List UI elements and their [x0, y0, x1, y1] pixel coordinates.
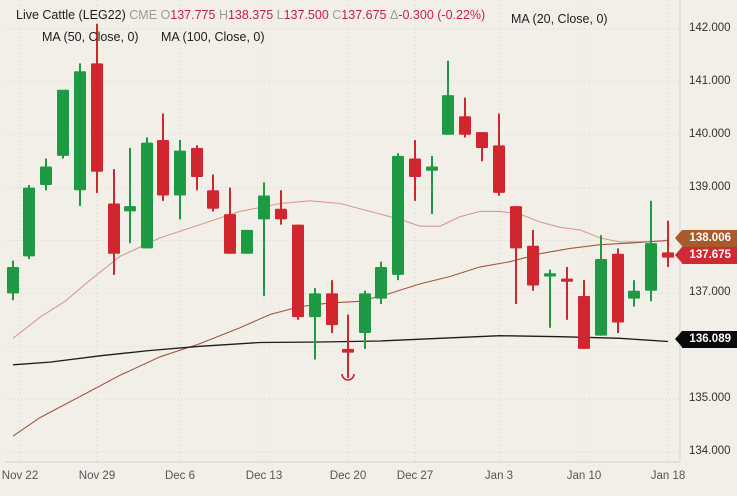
candle-down — [527, 245, 539, 286]
low-marker-icon — [341, 373, 355, 381]
x-tick-dec27: Dec 27 — [396, 470, 434, 482]
candle-down — [476, 132, 488, 148]
x-tick-jan18: Jan 18 — [650, 470, 686, 482]
y-tick-135: 135.000 — [689, 392, 731, 404]
x-tick-dec20: Dec 20 — [329, 470, 367, 482]
candle-down — [275, 208, 287, 220]
ma20-price-tag: 138.006 — [675, 230, 737, 247]
y-tick-141: 141.000 — [689, 75, 731, 87]
candle-up — [23, 187, 35, 257]
candle-down — [326, 293, 338, 326]
candle-up — [645, 243, 657, 291]
candle-up — [258, 195, 270, 220]
candle-down — [108, 203, 120, 254]
candle-up — [628, 290, 640, 299]
x-tick-nov22: Nov 22 — [1, 470, 39, 482]
candle-down — [342, 348, 354, 353]
x-tick-jan10: Jan 10 — [566, 470, 602, 482]
symbol-name: Live Cattle (LEG22) — [16, 8, 126, 22]
candle-up — [544, 273, 556, 277]
candle-up — [124, 206, 136, 212]
low-value: 137.500 — [283, 8, 329, 22]
open-value: 137.775 — [170, 8, 216, 22]
candle-down — [662, 252, 674, 258]
candle-up — [74, 71, 86, 191]
candle-up — [442, 95, 454, 135]
candle-down — [493, 145, 505, 193]
candle-up — [40, 166, 52, 185]
y-tick-139: 139.000 — [689, 181, 731, 193]
close-label: C — [332, 8, 342, 22]
candle-down — [224, 214, 236, 254]
x-tick-dec6: Dec 6 — [164, 470, 196, 482]
y-tick-142: 142.000 — [689, 22, 731, 34]
candle-up — [375, 266, 387, 299]
ma50-indicator-label[interactable]: MA (50, Close, 0) — [42, 30, 139, 44]
candle-up — [57, 89, 69, 156]
ma100-line — [12, 335, 669, 366]
exchange-label: CME — [129, 8, 158, 22]
candle-down — [157, 140, 169, 196]
candle-down — [561, 278, 573, 282]
candle-down — [578, 296, 590, 349]
candle-up — [309, 293, 321, 318]
candle-up — [392, 155, 404, 275]
candle-up — [595, 259, 607, 336]
candle-down — [207, 190, 219, 209]
ma50-line — [12, 239, 669, 437]
candle-up — [241, 229, 253, 254]
close-value: 137.675 — [341, 8, 387, 22]
last-price-tag: 137.675 — [675, 247, 737, 264]
candle-down — [510, 206, 522, 249]
x-tick-dec13: Dec 13 — [245, 470, 283, 482]
x-tick-jan3: Jan 3 — [484, 470, 514, 482]
y-tick-140: 140.000 — [689, 128, 731, 140]
ma20-line — [12, 200, 669, 339]
low-label: L — [276, 8, 284, 22]
y-tick-137: 137.000 — [689, 286, 731, 298]
candle-down — [409, 158, 421, 178]
x-tick-nov29: Nov 29 — [78, 470, 116, 482]
candle-down — [91, 63, 103, 172]
y-tick-134: 134.000 — [689, 445, 731, 457]
high-label: H — [218, 8, 228, 22]
candle-up — [359, 293, 371, 334]
change-icon: Δ — [389, 8, 399, 22]
chart-legend: Live Cattle (LEG22) CME O137.775 H138.37… — [16, 8, 485, 22]
change-value: -0.300 (-0.22%) — [398, 8, 486, 22]
candle-up — [141, 142, 153, 249]
ma20-indicator-label[interactable]: MA (20, Close, 0) — [511, 12, 608, 26]
candle-up — [7, 266, 19, 294]
candle-down — [191, 147, 203, 178]
ma100-price-tag: 136.089 — [675, 331, 737, 348]
high-value: 138.375 — [227, 8, 274, 22]
candle-up — [174, 150, 186, 196]
candle-up — [426, 166, 438, 171]
candle-down — [612, 253, 624, 323]
open-label: O — [160, 8, 171, 22]
ma100-indicator-label[interactable]: MA (100, Close, 0) — [161, 30, 265, 44]
candle-down — [292, 224, 304, 318]
candle-down — [459, 116, 471, 135]
